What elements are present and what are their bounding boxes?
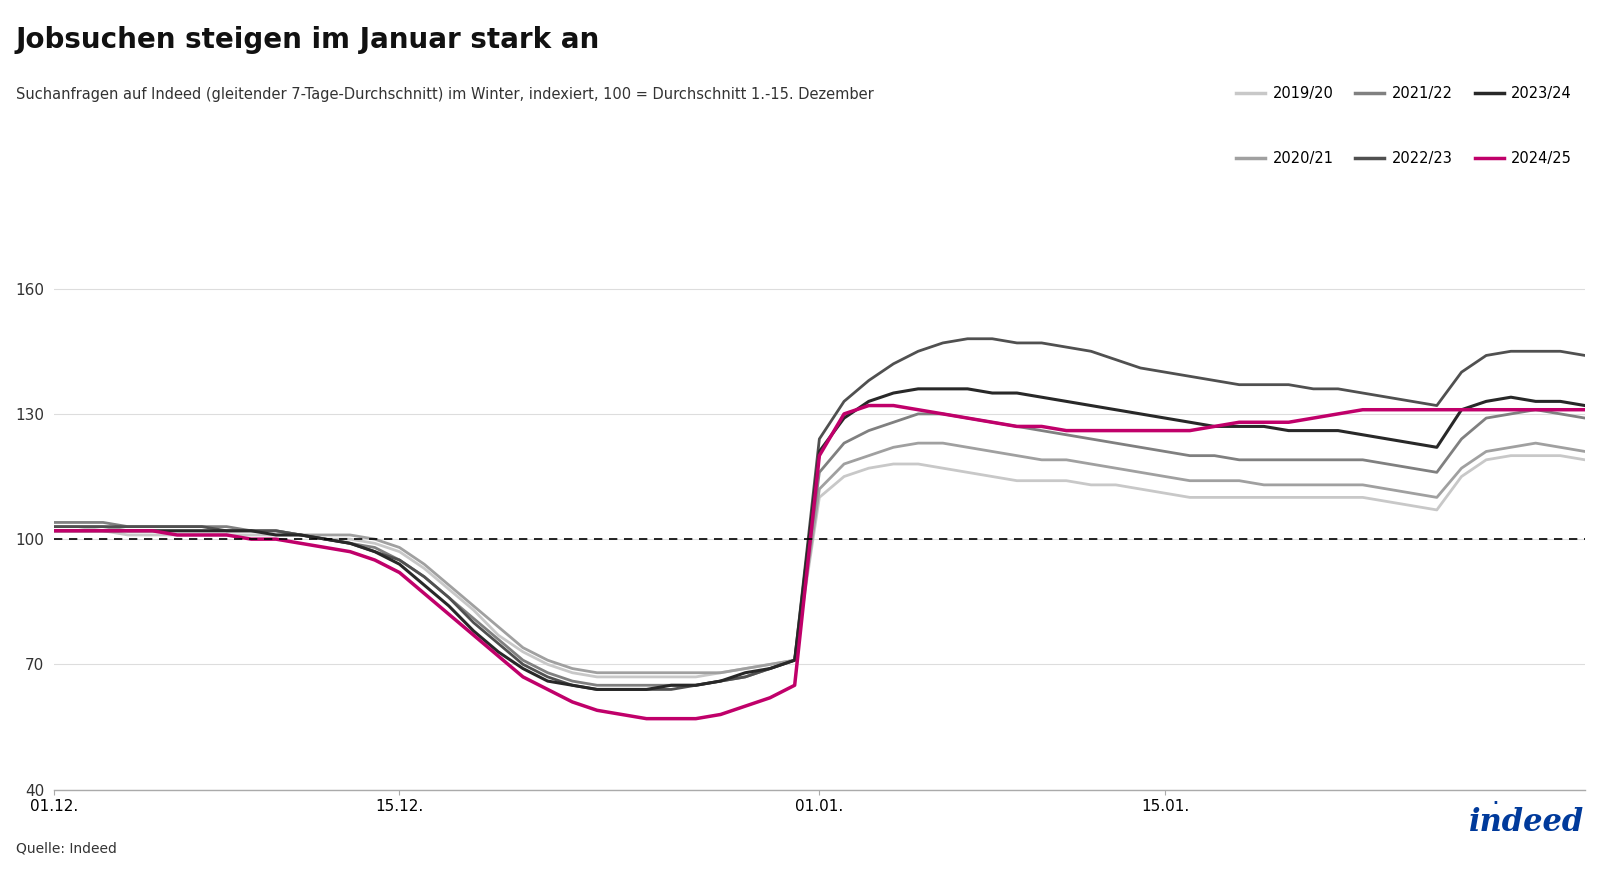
Text: indeed: indeed [1469, 807, 1584, 838]
Text: ·: · [1491, 793, 1499, 816]
Legend: 2020/21, 2022/23, 2024/25: 2020/21, 2022/23, 2024/25 [1230, 146, 1578, 172]
Text: Quelle: Indeed: Quelle: Indeed [16, 842, 117, 856]
Text: Suchanfragen auf Indeed (gleitender 7-Tage-Durchschnitt) im Winter, indexiert, 1: Suchanfragen auf Indeed (gleitender 7-Ta… [16, 87, 874, 102]
Text: Jobsuchen steigen im Januar stark an: Jobsuchen steigen im Januar stark an [16, 26, 600, 54]
